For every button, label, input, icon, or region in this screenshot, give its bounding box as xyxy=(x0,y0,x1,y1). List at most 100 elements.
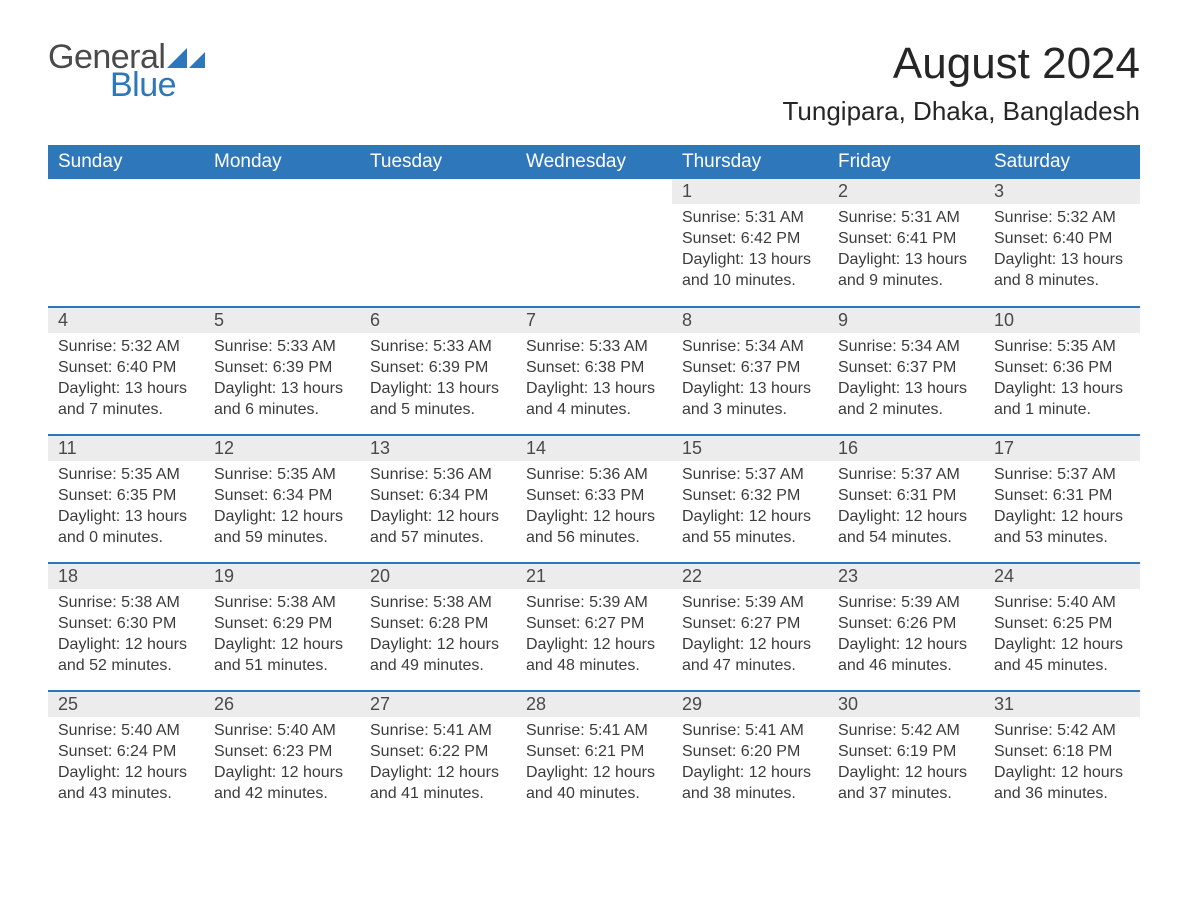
daylight-line: Daylight: 12 hours and 53 minutes. xyxy=(994,507,1130,549)
daylight-line: Daylight: 13 hours and 0 minutes. xyxy=(58,507,194,549)
daylight-line: Daylight: 12 hours and 49 minutes. xyxy=(370,635,506,677)
sunrise-line: Sunrise: 5:40 AM xyxy=(58,721,194,742)
sunrise-line: Sunrise: 5:39 AM xyxy=(526,593,662,614)
sunrise-line: Sunrise: 5:31 AM xyxy=(838,208,974,229)
daylight-line: Daylight: 12 hours and 38 minutes. xyxy=(682,763,818,805)
calendar-week-row: 25 Sunrise: 5:40 AMSunset: 6:24 PM Dayligh… xyxy=(48,691,1140,819)
calendar-day-cell: 17Sunrise: 5:37 AMSunset: 6:31 PMDayligh… xyxy=(984,435,1140,563)
daylight-line: Daylight: 13 hours and 9 minutes. xyxy=(838,250,974,292)
daylight-line: Daylight: 13 hours and 5 minutes. xyxy=(370,379,506,421)
calendar-week-row: 18 Sunrise: 5:38 AMSunset: 6:30 PM Dayligh… xyxy=(48,563,1140,691)
sunrise-line: Sunrise: 5:33 AM xyxy=(526,337,662,358)
sunset-line: Sunset: 6:40 PM xyxy=(58,358,194,379)
day-details: Sunrise: 5:34 AMSunset: 6:37 PMDaylight:… xyxy=(672,333,828,428)
daylight-line: Daylight: 12 hours and 42 minutes. xyxy=(214,763,350,805)
day-number: 8 xyxy=(672,308,828,333)
day-details: Sunrise: 5:35 AMSunset: 6:34 PMDaylight:… xyxy=(204,461,360,556)
sunset-line: Sunset: 6:21 PM xyxy=(526,742,662,763)
sunset-line: Sunset: 6:42 PM xyxy=(682,229,818,250)
calendar-day-cell: 1Sunrise: 5:31 AMSunset: 6:42 PMDaylight… xyxy=(672,179,828,307)
sunset-line: Sunset: 6:30 PM xyxy=(58,614,194,635)
calendar-day-cell: 14Sunrise: 5:36 AMSunset: 6:33 PMDayligh… xyxy=(516,435,672,563)
weekday-header: Saturday xyxy=(984,145,1140,179)
calendar-day-cell: 8Sunrise: 5:34 AMSunset: 6:37 PMDaylight… xyxy=(672,307,828,435)
calendar-day-cell: 10Sunrise: 5:35 AMSunset: 6:36 PMDayligh… xyxy=(984,307,1140,435)
calendar-day-cell xyxy=(204,179,360,307)
calendar-day-cell: 12Sunrise: 5:35 AMSunset: 6:34 PMDayligh… xyxy=(204,435,360,563)
sunset-line: Sunset: 6:33 PM xyxy=(526,486,662,507)
calendar-day-cell xyxy=(360,179,516,307)
sunrise-line: Sunrise: 5:42 AM xyxy=(994,721,1130,742)
day-details: Sunrise: 5:33 AMSunset: 6:39 PMDaylight:… xyxy=(360,333,516,428)
day-details: Sunrise: 5:31 AMSunset: 6:41 PMDaylight:… xyxy=(828,204,984,299)
day-details: Sunrise: 5:41 AMSunset: 6:20 PMDaylight:… xyxy=(672,717,828,812)
day-details: Sunrise: 5:41 AMSunset: 6:21 PMDaylight:… xyxy=(516,717,672,812)
sunset-line: Sunset: 6:27 PM xyxy=(682,614,818,635)
calendar-day-cell: 16Sunrise: 5:37 AMSunset: 6:31 PMDayligh… xyxy=(828,435,984,563)
weekday-header: Sunday xyxy=(48,145,204,179)
sunset-line: Sunset: 6:29 PM xyxy=(214,614,350,635)
day-details: Sunrise: 5:39 AMSunset: 6:27 PMDaylight:… xyxy=(516,589,672,684)
sunset-line: Sunset: 6:39 PM xyxy=(214,358,350,379)
brand-triangle-icon xyxy=(167,46,205,68)
day-number: 25 xyxy=(48,692,204,717)
sunset-line: Sunset: 6:31 PM xyxy=(994,486,1130,507)
calendar-day-cell: 6Sunrise: 5:33 AMSunset: 6:39 PMDaylight… xyxy=(360,307,516,435)
day-number: 19 xyxy=(204,564,360,589)
sunrise-line: Sunrise: 5:35 AM xyxy=(214,465,350,486)
day-details: Sunrise: 5:32 AMSunset: 6:40 PMDaylight:… xyxy=(984,204,1140,299)
sunrise-line: Sunrise: 5:36 AM xyxy=(526,465,662,486)
calendar-day-cell: 15Sunrise: 5:37 AMSunset: 6:32 PMDayligh… xyxy=(672,435,828,563)
calendar-day-cell: 30Sunrise: 5:42 AMSunset: 6:19 PMDayligh… xyxy=(828,691,984,819)
day-details: Sunrise: 5:38 AMSunset: 6:28 PMDaylight:… xyxy=(360,589,516,684)
day-number: 20 xyxy=(360,564,516,589)
calendar-day-cell: 20Sunrise: 5:38 AMSunset: 6:28 PMDayligh… xyxy=(360,563,516,691)
sunrise-line: Sunrise: 5:37 AM xyxy=(682,465,818,486)
day-number: 7 xyxy=(516,308,672,333)
daylight-line: Daylight: 13 hours and 4 minutes. xyxy=(526,379,662,421)
sunset-line: Sunset: 6:22 PM xyxy=(370,742,506,763)
daylight-line: Daylight: 13 hours and 7 minutes. xyxy=(58,379,194,421)
daylight-line: Daylight: 12 hours and 37 minutes. xyxy=(838,763,974,805)
calendar-week-row: 11Sunrise: 5:35 AMSunset: 6:35 PMDayligh… xyxy=(48,435,1140,563)
sunset-line: Sunset: 6:23 PM xyxy=(214,742,350,763)
day-details: Sunrise: 5:41 AMSunset: 6:22 PMDaylight:… xyxy=(360,717,516,812)
daylight-line: Daylight: 12 hours and 46 minutes. xyxy=(838,635,974,677)
day-details: Sunrise: 5:34 AMSunset: 6:37 PMDaylight:… xyxy=(828,333,984,428)
sunset-line: Sunset: 6:40 PM xyxy=(994,229,1130,250)
day-details: Sunrise: 5:33 AMSunset: 6:38 PMDaylight:… xyxy=(516,333,672,428)
calendar-day-cell: 27Sunrise: 5:41 AMSunset: 6:22 PMDayligh… xyxy=(360,691,516,819)
calendar-day-cell: 18Sunrise: 5:38 AMSunset: 6:30 PMDayligh… xyxy=(48,563,204,691)
daylight-line: Daylight: 12 hours and 47 minutes. xyxy=(682,635,818,677)
calendar-day-cell: 2Sunrise: 5:31 AMSunset: 6:41 PMDaylight… xyxy=(828,179,984,307)
daylight-line: Daylight: 12 hours and 55 minutes. xyxy=(682,507,818,549)
day-details: Sunrise: 5:33 AMSunset: 6:39 PMDaylight:… xyxy=(204,333,360,428)
sunrise-line: Sunrise: 5:34 AM xyxy=(682,337,818,358)
daylight-line: Daylight: 12 hours and 59 minutes. xyxy=(214,507,350,549)
sunset-line: Sunset: 6:24 PM xyxy=(58,742,194,763)
brand-logo: General Blue xyxy=(48,40,205,102)
day-details: Sunrise: 5:37 AMSunset: 6:32 PMDaylight:… xyxy=(672,461,828,556)
day-number: 18 xyxy=(48,564,204,589)
sunrise-line: Sunrise: 5:32 AM xyxy=(994,208,1130,229)
sunrise-line: Sunrise: 5:35 AM xyxy=(58,465,194,486)
sunrise-line: Sunrise: 5:35 AM xyxy=(994,337,1130,358)
daylight-line: Daylight: 12 hours and 36 minutes. xyxy=(994,763,1130,805)
day-number: 21 xyxy=(516,564,672,589)
daylight-line: Daylight: 13 hours and 3 minutes. xyxy=(682,379,818,421)
calendar-day-cell xyxy=(48,179,204,307)
day-details: Sunrise: 5:36 AMSunset: 6:34 PMDaylight:… xyxy=(360,461,516,556)
daylight-line: Daylight: 13 hours and 8 minutes. xyxy=(994,250,1130,292)
calendar-day-cell: 24Sunrise: 5:40 AMSunset: 6:25 PMDayligh… xyxy=(984,563,1140,691)
daylight-line: Daylight: 12 hours and 54 minutes. xyxy=(838,507,974,549)
calendar-day-cell: 28Sunrise: 5:41 AMSunset: 6:21 PMDayligh… xyxy=(516,691,672,819)
sunset-line: Sunset: 6:38 PM xyxy=(526,358,662,379)
sunset-line: Sunset: 6:18 PM xyxy=(994,742,1130,763)
sunset-line: Sunset: 6:35 PM xyxy=(58,486,194,507)
sunrise-line: Sunrise: 5:38 AM xyxy=(58,593,194,614)
calendar-day-cell: 31Sunrise: 5:42 AMSunset: 6:18 PMDayligh… xyxy=(984,691,1140,819)
day-number: 12 xyxy=(204,436,360,461)
day-number: 1 xyxy=(672,179,828,204)
weekday-header-row: SundayMondayTuesdayWednesdayThursdayFrid… xyxy=(48,145,1140,179)
day-number: 23 xyxy=(828,564,984,589)
